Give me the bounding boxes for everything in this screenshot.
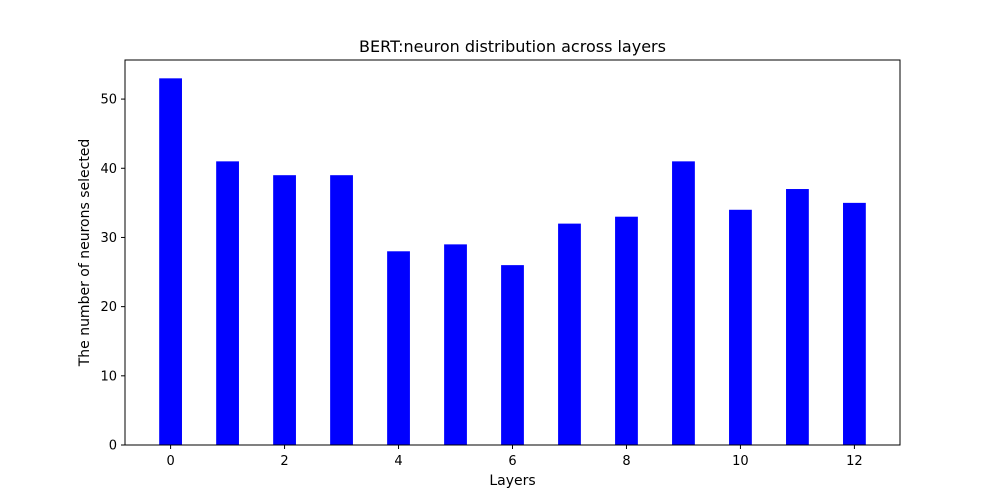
bar-layer-8 (615, 216, 638, 445)
chart-title: BERT:neuron distribution across layers (359, 37, 666, 56)
bar-layer-4 (387, 251, 410, 445)
bar-layer-2 (273, 175, 296, 446)
y-tick-label: 0 (109, 439, 117, 454)
y-axis-ticks: 0 10 20 30 40 50 (100, 93, 125, 454)
bars-group (159, 78, 866, 446)
y-tick-label: 20 (100, 300, 117, 315)
x-tick-label: 0 (166, 454, 174, 469)
bar-layer-10 (729, 209, 752, 445)
x-axis-label: Layers (489, 473, 535, 489)
x-tick-label: 4 (394, 454, 402, 469)
bar-layer-7 (558, 223, 581, 445)
x-tick-label: 8 (622, 454, 630, 469)
bar-layer-11 (786, 189, 809, 445)
y-tick-label: 10 (100, 369, 117, 384)
x-tick-label: 10 (732, 454, 749, 469)
bar-layer-9 (672, 161, 695, 445)
bar-layer-5 (444, 244, 467, 445)
x-tick-label: 2 (280, 454, 288, 469)
x-tick-label: 12 (846, 454, 863, 469)
bar-layer-3 (330, 175, 353, 446)
y-axis-label: The number of neurons selected (77, 139, 93, 368)
bar-layer-0 (159, 78, 182, 445)
bar-layer-12 (843, 202, 866, 445)
y-tick-label: 40 (100, 162, 117, 177)
bar-layer-1 (216, 161, 239, 445)
x-axis-ticks: 0 2 4 6 8 10 12 (166, 445, 863, 469)
bar-layer-6 (501, 265, 524, 445)
y-tick-label: 50 (100, 93, 117, 108)
y-tick-label: 30 (100, 231, 117, 246)
x-tick-label: 6 (508, 454, 516, 469)
